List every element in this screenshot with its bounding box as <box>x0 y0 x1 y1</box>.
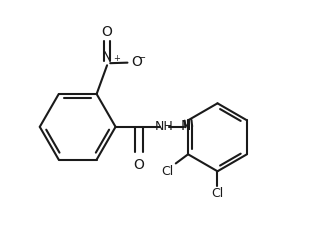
Text: O: O <box>131 55 142 69</box>
Text: O: O <box>102 25 113 39</box>
Text: NH: NH <box>155 119 173 133</box>
Text: +: + <box>113 54 120 63</box>
Text: N: N <box>102 50 112 64</box>
Text: Cl: Cl <box>162 165 174 178</box>
Text: Cl: Cl <box>212 187 224 200</box>
Text: −: − <box>138 53 146 63</box>
Text: O: O <box>134 158 145 172</box>
Text: N: N <box>181 119 191 133</box>
